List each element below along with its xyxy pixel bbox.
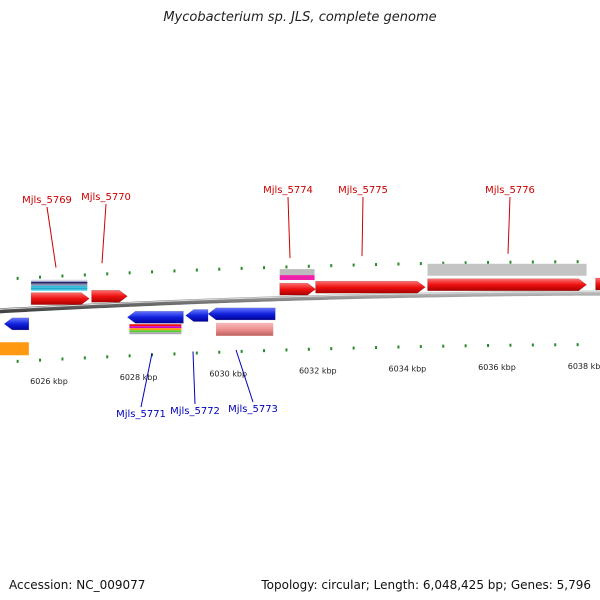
label-leader-line <box>287 196 291 259</box>
backbone <box>0 290 600 314</box>
gene-arrow-reverse <box>185 309 209 322</box>
pseudogene-bar <box>216 322 274 336</box>
gene-arrow-forward <box>315 280 426 294</box>
gene-label: Mjls_5771 <box>116 409 166 420</box>
tick-label: 6038 kbp <box>568 362 600 371</box>
orange-feature-bar <box>0 342 29 356</box>
feature-bar <box>129 328 182 331</box>
feature-bar <box>279 269 315 276</box>
tick-label: 6026 kbp <box>30 377 68 386</box>
feature-bar <box>31 281 88 284</box>
gene-arrow-forward <box>595 277 600 291</box>
gene-arrow-forward <box>91 289 128 303</box>
feature-bar <box>129 332 182 335</box>
label-leader-line <box>140 353 153 408</box>
label-leader-line <box>507 196 511 254</box>
gene-label: Mjls_5775 <box>338 185 388 196</box>
label-leader-line <box>192 351 196 405</box>
tick-label: 6030 kbp <box>209 369 247 378</box>
feature-bar <box>279 275 315 281</box>
tick-label: 6036 kbp <box>478 363 516 372</box>
gene-label: Mjls_5769 <box>22 195 72 206</box>
label-leader-line <box>101 203 107 264</box>
gene-arrow-forward <box>30 292 90 305</box>
gene-arrow-forward <box>427 278 588 292</box>
gene-arrow-reverse <box>126 310 184 324</box>
gene-label: Mjls_5776 <box>485 185 535 196</box>
feature-bar <box>31 279 88 282</box>
label-leader-line <box>361 196 364 257</box>
genes <box>3 277 600 331</box>
gray-feature-bar <box>427 263 587 276</box>
label-leader-line <box>235 349 254 403</box>
feature-bar <box>129 326 182 329</box>
label-leader-line <box>46 206 57 268</box>
gene-label: Mjls_5773 <box>228 404 278 415</box>
tick-label: 6032 kbp <box>299 367 337 376</box>
gene-label: Mjls_5772 <box>170 406 220 417</box>
tick-labels: 6026 kbp 6028 kbp 6030 kbp 6032 kbp 6034 kbp… <box>30 362 600 386</box>
gene-label: Mjls_5774 <box>263 185 313 196</box>
accession-text: Accession: NC_009077 <box>9 578 146 592</box>
feature-bar <box>129 330 182 333</box>
features <box>0 263 587 356</box>
gene-label: Mjls_5770 <box>81 192 131 203</box>
feature-bar <box>279 280 315 282</box>
map-title: Mycobacterium sp. JLS, complete genome <box>163 10 437 25</box>
gene-arrow-forward <box>279 282 316 296</box>
feature-bar <box>31 285 88 288</box>
tick-label: 6028 kbp <box>120 373 158 382</box>
genome-stats-text: Topology: circular; Length: 6,048,425 bp… <box>261 578 591 592</box>
feature-bar <box>31 287 88 290</box>
feature-bar <box>129 324 182 327</box>
gene-labels: Mjls_5769 Mjls_5770 Mjls_5771 Mjls_5772 Mjls… <box>22 185 535 420</box>
gene-arrow-reverse <box>3 317 30 331</box>
backbone-highlight <box>0 291 600 310</box>
feature-bar <box>31 289 88 291</box>
tick-label: 6034 kbp <box>389 364 427 373</box>
feature-bar <box>31 283 88 286</box>
minor-ticks <box>16 260 579 363</box>
backbone-arc <box>0 290 600 314</box>
gene-arrow-reverse <box>207 307 276 321</box>
